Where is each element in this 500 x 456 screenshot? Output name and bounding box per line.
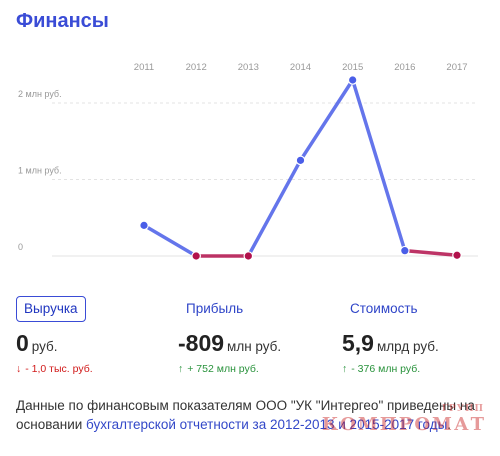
x-tick-label-5: 2016 — [394, 62, 415, 73]
finance-chart: 0 1 млн руб. 2 млн руб. 2011 2012 2013 2014 201… — [18, 62, 478, 261]
series-segment-0 — [142, 223, 198, 258]
watermark-small: ГРУПП — [441, 404, 484, 414]
note-text: Данные по финансовым показателям ООО "УК… — [16, 398, 475, 432]
y-tick-label-0: 0 — [18, 242, 23, 252]
stat-revenue: Выручка 0 руб. ↓ - 1,0 тыс. руб. — [16, 296, 93, 375]
data-point-2013 — [243, 251, 254, 261]
x-tick-label-1: 2012 — [186, 62, 207, 73]
data-point-2014 — [295, 155, 306, 166]
arrow-up-icon: ↑ — [342, 363, 348, 375]
revenue-unit: руб. — [31, 339, 58, 354]
arrow-up-icon: ↑ — [178, 363, 184, 375]
revenue-tab[interactable]: Выручка — [16, 296, 86, 322]
section-title: Финансы — [16, 10, 109, 32]
series-segment-5 — [403, 248, 459, 257]
note-suffix: . — [447, 417, 452, 432]
value-value: 5,9 — [342, 330, 374, 356]
x-tick-label-0: 2011 — [134, 62, 154, 73]
y-tick-label-2: 2 млн руб. — [18, 89, 62, 99]
series-segment-4 — [350, 78, 407, 253]
revenue-value: 0 — [16, 330, 29, 356]
profit-unit: млн руб. — [227, 339, 282, 354]
x-tick-label-2: 2013 — [238, 62, 259, 73]
accounting-report-link[interactable]: бухгалтерской отчетности за 2012-2013 и … — [86, 417, 448, 432]
x-tick-label-3: 2014 — [290, 62, 311, 73]
data-point-2011 — [139, 220, 149, 231]
revenue-change: ↓ - 1,0 тыс. руб. — [16, 363, 93, 375]
data-point-2015 — [347, 75, 358, 85]
y-tick-label-1: 1 млн руб. — [18, 165, 62, 175]
x-tick-label-6: 2017 — [446, 62, 467, 73]
profit-change-text: + 752 млн руб. — [187, 363, 259, 375]
series-segment-2 — [246, 158, 303, 258]
profit-tab[interactable]: Прибыль — [186, 301, 244, 316]
data-point-2017 — [452, 250, 462, 261]
x-tick-label-4: 2015 — [342, 62, 363, 73]
data-point-2012 — [191, 251, 201, 261]
value-change: ↑ - 376 млн руб. — [342, 363, 439, 375]
profit-value: -809 — [178, 330, 225, 356]
series-segment-3 — [298, 78, 355, 163]
data-source-note: Данные по финансовым показателям ООО "УК… — [16, 396, 486, 434]
stat-value: Стоимость 5,9 млрд руб. ↑ - 376 млн руб. — [342, 296, 439, 375]
value-unit: млрд руб. — [376, 339, 439, 354]
stat-profit: Прибыль -809 млн руб. ↑ + 752 млн руб. — [178, 296, 281, 375]
value-change-text: - 376 млн руб. — [351, 363, 421, 375]
arrow-down-icon: ↓ — [16, 363, 22, 375]
data-point-2016 — [400, 245, 410, 256]
watermark-main: КОМПРОМАТ — [321, 414, 486, 435]
stats-panel: Выручка 0 руб. ↓ - 1,0 тыс. руб. Прибыль -… — [16, 296, 486, 386]
value-tab[interactable]: Стоимость — [350, 301, 418, 316]
watermark-logo: ГРУПП КОМПРОМАТ — [321, 404, 486, 435]
revenue-change-text: - 1,0 тыс. руб. — [25, 363, 93, 375]
profit-change: ↑ + 752 млн руб. — [178, 363, 281, 375]
